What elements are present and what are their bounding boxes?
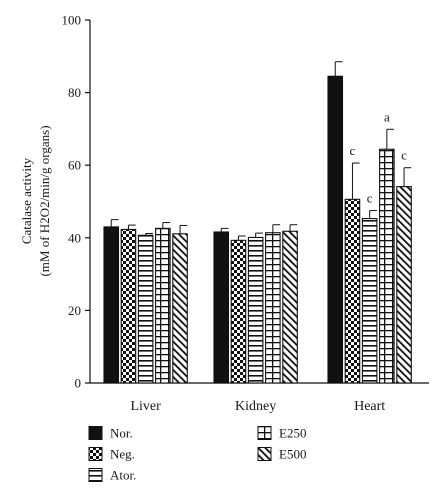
- legend-swatch-e250: [257, 426, 272, 440]
- bar-nor-liver: [103, 226, 120, 384]
- bar-nor-kidney: [213, 231, 230, 384]
- y-tick-label: 60: [68, 158, 81, 173]
- significance-label: a: [384, 109, 390, 124]
- bar-e250-kidney: [265, 232, 281, 384]
- significance-label: c: [401, 148, 407, 163]
- bar-neg-kidney: [230, 239, 247, 384]
- legend-label-neg: Neg.: [110, 447, 135, 462]
- bar-ator-heart: [361, 218, 378, 384]
- y-tick-label: 20: [68, 303, 81, 318]
- legend-label-e250: E250: [279, 426, 306, 441]
- category-labels: Liver Kidney Heart: [130, 399, 385, 414]
- y-tick-label: 0: [75, 376, 82, 391]
- y-tick-label: 80: [68, 85, 81, 100]
- y-axis-title-line2: (mM of H2O2/min/g organs): [37, 125, 52, 276]
- bar-e500-kidney: [282, 230, 298, 384]
- category-label-liver: Liver: [130, 399, 161, 414]
- bar-e250-heart: [379, 148, 395, 384]
- category-label-heart: Heart: [354, 399, 385, 414]
- bar-nor-heart: [327, 75, 344, 384]
- legend: Nor. Neg. Ator. E250 E500: [88, 426, 306, 483]
- bar-e500-liver: [172, 233, 188, 384]
- legend-swatch-nor: [88, 426, 103, 440]
- legend-label-nor: Nor.: [110, 426, 133, 441]
- y-tick-label: 100: [62, 13, 82, 28]
- bar-ator-kidney: [247, 236, 264, 384]
- significance-label: c: [367, 191, 373, 206]
- bar-e500-heart: [396, 186, 412, 384]
- legend-swatch-e500: [257, 447, 272, 461]
- category-label-kidney: Kidney: [235, 399, 276, 414]
- bar-neg-heart: [344, 198, 361, 384]
- y-ticks: 0 20 40 60 80 100: [62, 13, 90, 391]
- y-tick-label: 40: [68, 230, 81, 245]
- legend-swatch-ator: [88, 468, 103, 482]
- legend-label-ator: Ator.: [110, 468, 136, 483]
- legend-label-e500: E500: [279, 447, 306, 462]
- y-axis-title: Catalase activity (mM of H2O2/min/g orga…: [19, 125, 52, 276]
- bar-groups: c c a c: [103, 61, 412, 384]
- legend-swatch-neg: [88, 447, 103, 461]
- bar-neg-liver: [120, 228, 137, 384]
- significance-label: c: [350, 143, 356, 158]
- bar-e250-liver: [155, 227, 171, 384]
- y-axis-title-line1: Catalase activity: [19, 157, 34, 244]
- bar-ator-liver: [137, 234, 154, 384]
